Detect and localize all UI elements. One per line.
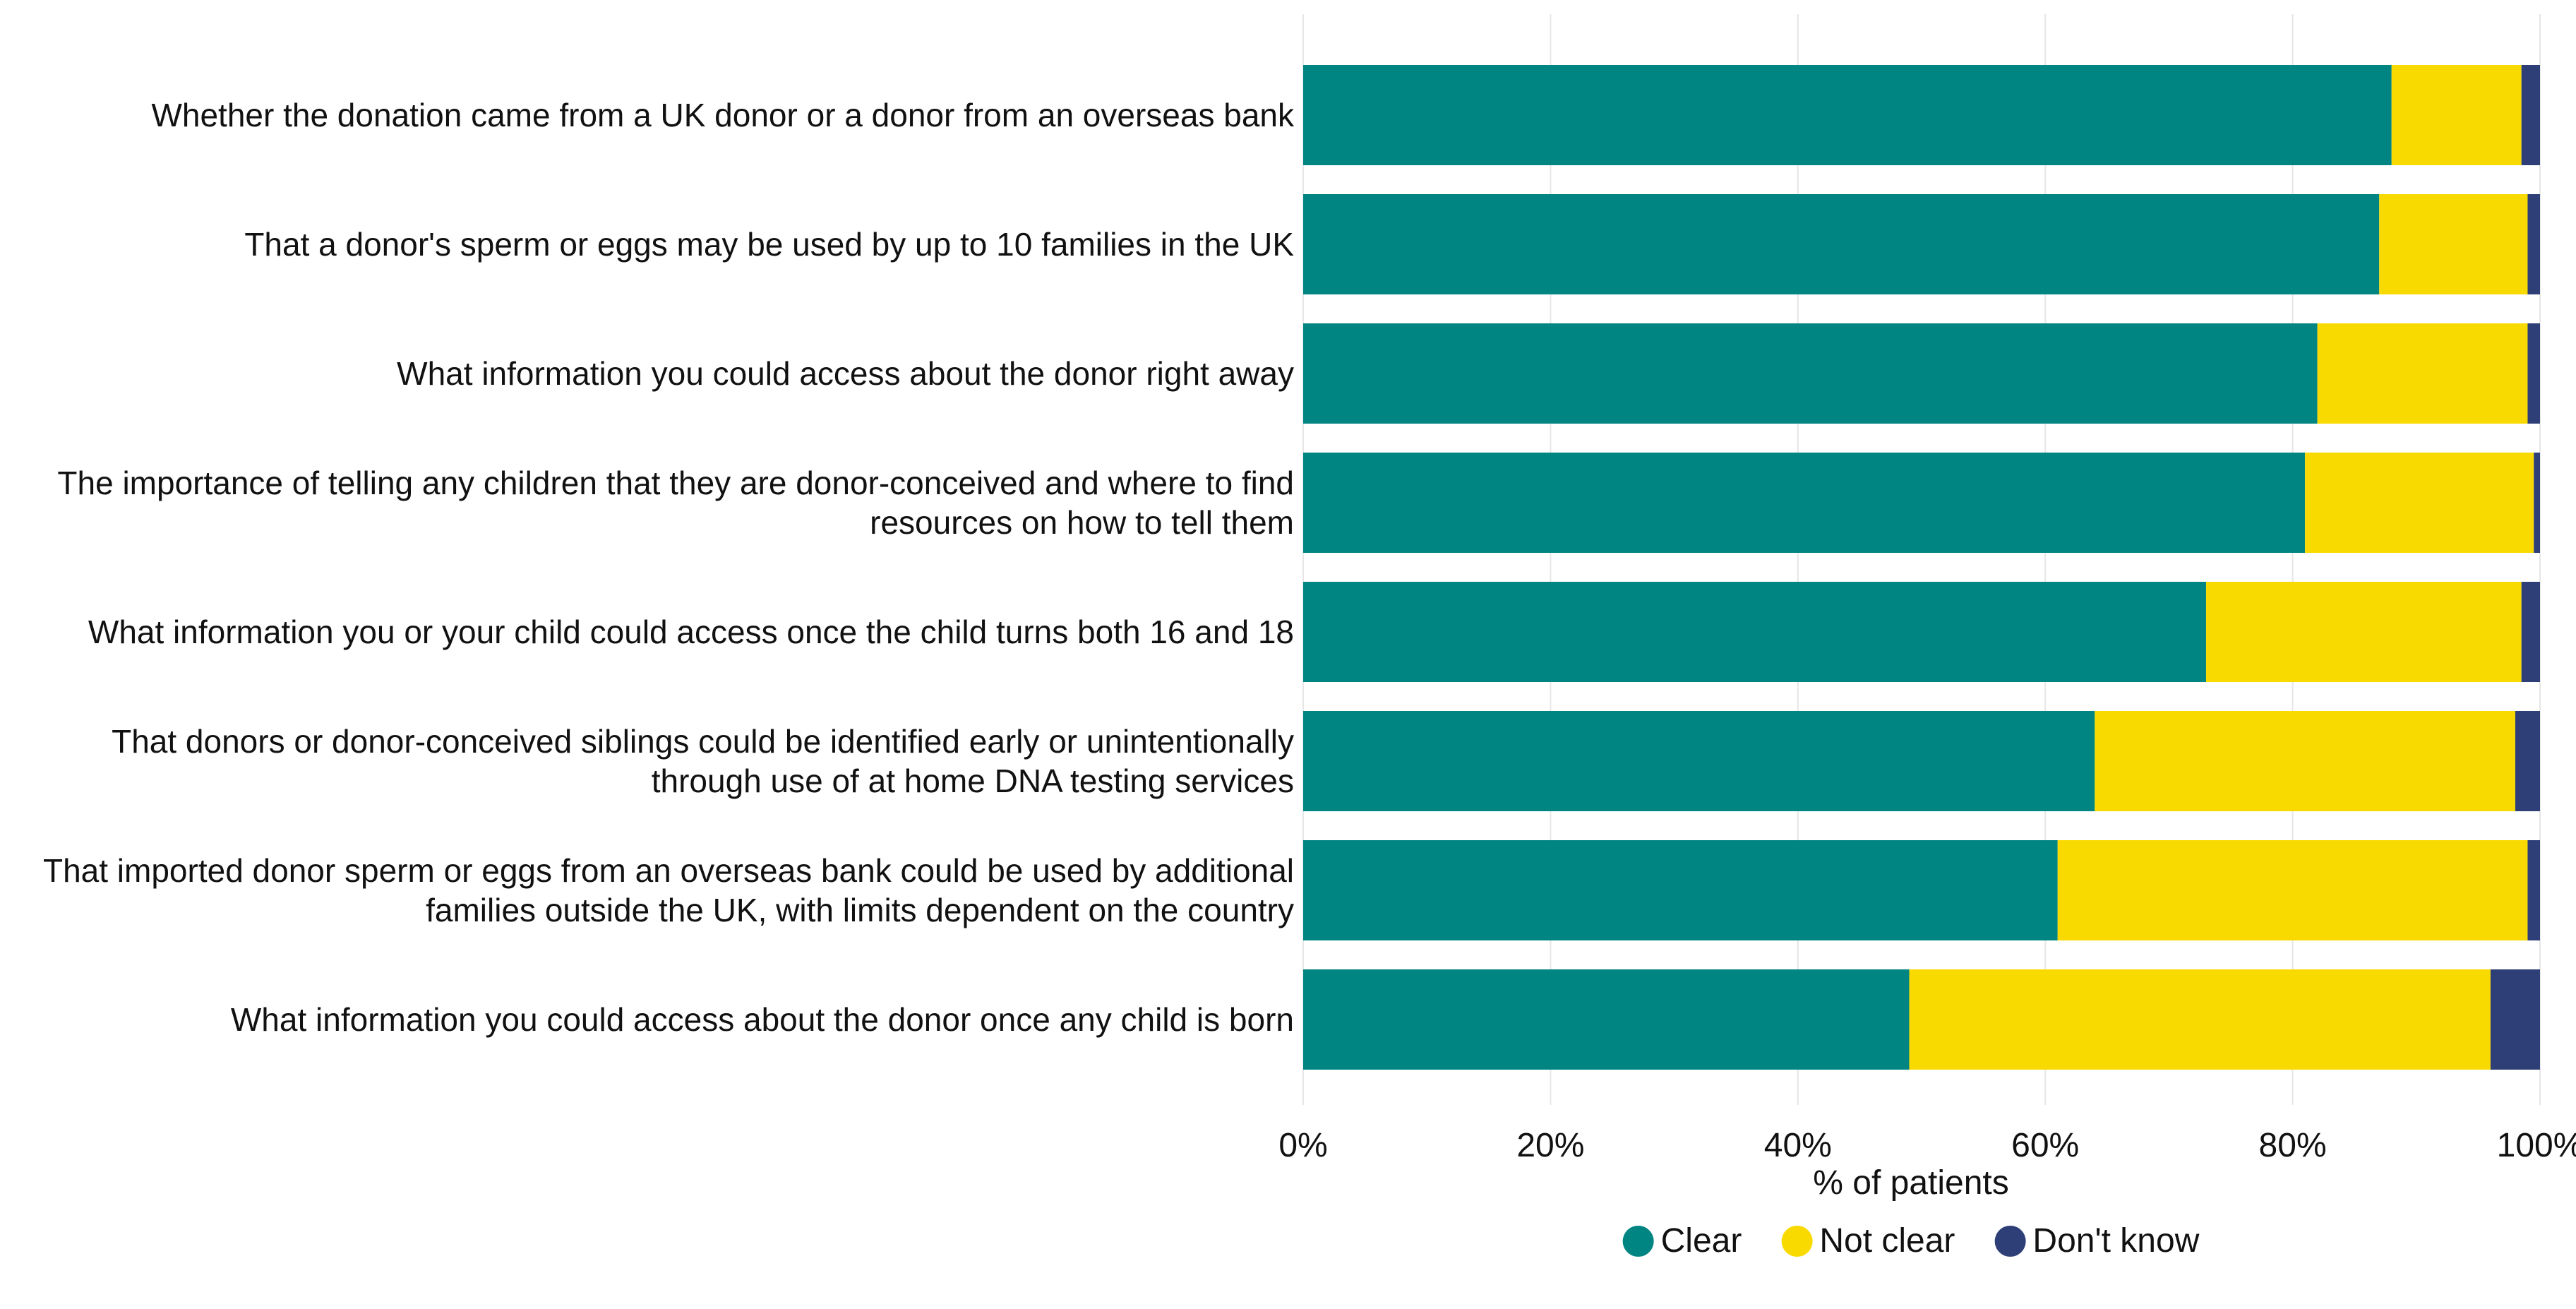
bar-segment-clear-4 bbox=[1303, 453, 2306, 553]
bar-segment-clear-7 bbox=[1303, 840, 2058, 940]
bar-segment-clear-6 bbox=[1303, 711, 2095, 811]
bar-segment-not-clear-1 bbox=[2391, 65, 2522, 165]
bar-segment-don-t-know-6 bbox=[2515, 711, 2540, 811]
x-tick-label: 0% bbox=[1278, 1127, 1328, 1164]
legend-swatch bbox=[1994, 1226, 2026, 1257]
bar-segment-don-t-know-8 bbox=[2490, 969, 2540, 1070]
category-label: The importance of telling any children t… bbox=[57, 465, 1294, 541]
category-label: What information you or your child could… bbox=[88, 614, 1294, 650]
x-tick-label: 60% bbox=[2011, 1127, 2080, 1164]
bar-segment-don-t-know-1 bbox=[2521, 65, 2540, 165]
legend-item: Don't know bbox=[1994, 1221, 2199, 1261]
x-axis-title: % of patients bbox=[1813, 1164, 2009, 1202]
category-label: That imported donor sperm or eggs from a… bbox=[42, 852, 1294, 928]
bar-segment-clear-2 bbox=[1303, 194, 2380, 294]
x-tick-label: 100% bbox=[2496, 1127, 2576, 1164]
bar-segment-not-clear-2 bbox=[2379, 194, 2528, 294]
legend-label: Don't know bbox=[2032, 1222, 2200, 1260]
category-label: What information you could access about … bbox=[397, 355, 1294, 392]
bar-segment-clear-5 bbox=[1303, 582, 2206, 682]
bar-segment-don-t-know-5 bbox=[2521, 582, 2540, 682]
x-tick-label: 40% bbox=[1763, 1127, 1832, 1164]
bar-segment-not-clear-3 bbox=[2317, 323, 2528, 424]
bar-segment-not-clear-6 bbox=[2095, 711, 2515, 811]
category-label: What information you could access about … bbox=[230, 1001, 1294, 1038]
bar-segment-not-clear-7 bbox=[2057, 840, 2528, 940]
bar-segment-don-t-know-3 bbox=[2527, 323, 2540, 424]
bar-segment-don-t-know-7 bbox=[2527, 840, 2540, 940]
category-label: That a donor's sperm or eggs may be used… bbox=[244, 226, 1294, 263]
bar-segment-not-clear-8 bbox=[1909, 969, 2491, 1070]
legend-label: Not clear bbox=[1819, 1222, 1955, 1260]
legend-item: Not clear bbox=[1781, 1221, 1955, 1261]
x-tick-label: 80% bbox=[2258, 1127, 2327, 1164]
legend: Clear Not clear Don't know bbox=[1622, 1221, 2199, 1261]
legend-label: Clear bbox=[1660, 1222, 1742, 1260]
bar-segment-clear-8 bbox=[1303, 969, 1910, 1070]
x-tick-label: 20% bbox=[1516, 1127, 1585, 1164]
legend-swatch bbox=[1622, 1226, 1654, 1257]
legend-item: Clear bbox=[1622, 1221, 1742, 1261]
category-label: Whether the donation came from a UK dono… bbox=[151, 97, 1294, 133]
bar-segment-don-t-know-2 bbox=[2527, 194, 2540, 294]
bar-segment-not-clear-5 bbox=[2205, 582, 2522, 682]
bar-segment-not-clear-4 bbox=[2305, 453, 2534, 553]
category-label: That donors or donor-conceived siblings … bbox=[112, 723, 1294, 799]
bar-segment-don-t-know-4 bbox=[2534, 453, 2540, 553]
legend-swatch bbox=[1781, 1226, 1813, 1257]
bar-segment-clear-3 bbox=[1303, 323, 2318, 424]
bar-segment-clear-1 bbox=[1303, 65, 2392, 165]
